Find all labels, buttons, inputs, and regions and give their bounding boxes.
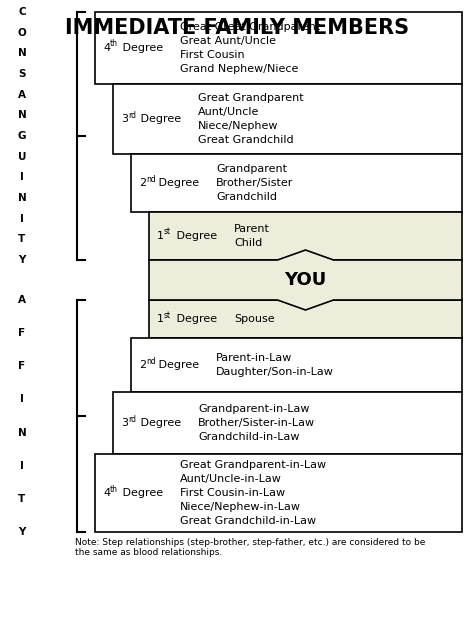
Bar [95,454,462,532]
Text: N: N [18,193,27,203]
Text: Great Great Grandparent: Great Great Grandparent [180,22,320,32]
Text: 3: 3 [121,418,128,428]
Bar [131,154,462,212]
Text: Grandparent: Grandparent [216,164,287,174]
Text: Degree: Degree [137,418,181,428]
Text: 4: 4 [103,488,110,498]
Text: Aunt/Uncle: Aunt/Uncle [198,107,259,117]
Text: Note: Step relationships (step-brother, step-father, etc.) are considered to be
: Note: Step relationships (step-brother, … [75,538,425,557]
Text: st: st [164,228,171,236]
Text: I: I [20,173,24,183]
Text: Y: Y [18,527,26,537]
Text: 2: 2 [139,360,146,370]
Text: F: F [18,328,26,338]
Text: O: O [18,28,27,38]
Text: I: I [20,394,24,404]
Text: Great Grandchild: Great Grandchild [198,135,293,145]
Text: Niece/Nephew-in-Law: Niece/Nephew-in-Law [180,502,301,512]
Text: Child: Child [234,238,262,248]
Text: Grand Nephew/Niece: Grand Nephew/Niece [180,64,298,74]
Text: Degree: Degree [155,360,199,370]
Text: Aunt/Uncle-in-Law: Aunt/Uncle-in-Law [180,474,282,484]
Text: th: th [110,39,118,49]
Text: A: A [18,295,26,305]
Text: Degree: Degree [155,178,199,188]
Text: rd: rd [128,111,136,119]
Text: Brother/Sister: Brother/Sister [216,178,293,188]
Bar [113,84,462,154]
Text: Degree: Degree [119,488,163,498]
Text: Degree: Degree [137,114,181,124]
Text: N: N [18,48,27,58]
Text: 2: 2 [139,178,146,188]
Bar [95,12,462,84]
Text: Great Grandparent: Great Grandparent [198,93,304,103]
Text: I: I [20,461,24,471]
Text: 3: 3 [121,114,128,124]
Bar [113,392,462,454]
Text: Degree: Degree [173,231,217,241]
Text: nd: nd [146,174,156,183]
Text: 1: 1 [157,314,164,324]
Text: U: U [18,152,26,162]
Text: Great Aunt/Uncle: Great Aunt/Uncle [180,36,276,46]
Text: 4: 4 [103,43,110,53]
Text: rd: rd [128,415,136,423]
Bar [149,300,462,338]
Text: Parent: Parent [234,224,270,234]
Text: nd: nd [146,356,156,365]
Text: IMMEDIATE FAMILY MEMBERS: IMMEDIATE FAMILY MEMBERS [65,18,409,38]
Text: Y: Y [18,255,26,265]
Text: I: I [20,214,24,224]
Text: Grandparent-in-Law: Grandparent-in-Law [198,404,310,414]
Text: Niece/Nephew: Niece/Nephew [198,121,279,131]
Bar [149,212,462,260]
Text: Spouse: Spouse [234,314,274,324]
Text: Grandchild-in-Law: Grandchild-in-Law [198,432,300,442]
Bar [131,338,462,392]
Text: S: S [18,69,26,79]
Text: Great Grandparent-in-Law: Great Grandparent-in-Law [180,460,326,470]
Text: T: T [18,494,26,504]
Text: C: C [18,7,26,17]
Text: th: th [110,485,118,494]
Text: Great Grandchild-in-Law: Great Grandchild-in-Law [180,516,316,526]
Text: G: G [18,131,26,141]
Text: F: F [18,362,26,371]
Text: Brother/Sister-in-Law: Brother/Sister-in-Law [198,418,315,428]
Text: YOU: YOU [284,271,327,289]
Text: Daughter/Son-in-Law: Daughter/Son-in-Law [216,367,334,377]
Text: st: st [164,310,171,320]
Text: 1: 1 [157,231,164,241]
Polygon shape [149,250,462,310]
Text: Parent-in-Law: Parent-in-Law [216,353,292,363]
Text: Grandchild: Grandchild [216,192,277,202]
Text: N: N [18,428,27,437]
Text: Degree: Degree [173,314,217,324]
Text: First Cousin-in-Law: First Cousin-in-Law [180,488,285,498]
Text: A: A [18,90,26,100]
Text: Degree: Degree [119,43,163,53]
Text: N: N [18,111,27,120]
Text: First Cousin: First Cousin [180,50,245,60]
Text: T: T [18,234,26,245]
